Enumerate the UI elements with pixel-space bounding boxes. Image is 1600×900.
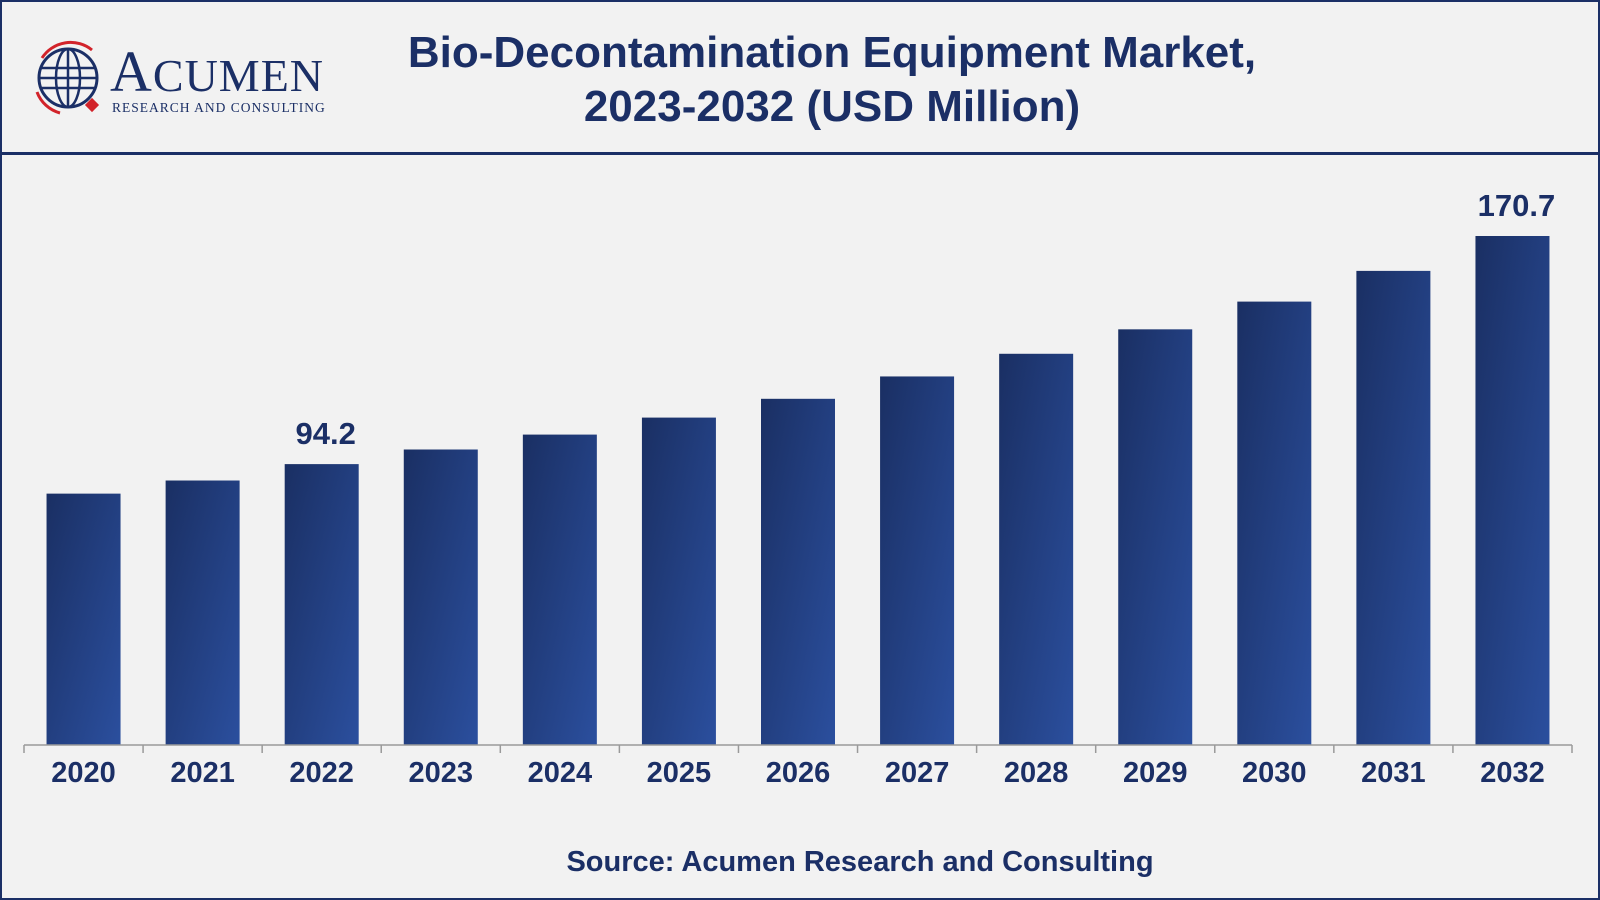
- bar-2023: [403, 449, 478, 745]
- x-tick-label-2027: 2027: [885, 757, 950, 789]
- x-tick-label-2030: 2030: [1242, 757, 1307, 789]
- bar-2029: [1118, 329, 1193, 745]
- x-tick-label-2029: 2029: [1123, 757, 1188, 789]
- bar-2031: [1356, 270, 1431, 745]
- x-tick-label-2023: 2023: [409, 757, 474, 789]
- acumen-logo: ACUMEN RESEARCH AND CONSULTING: [32, 40, 342, 120]
- bar-2028: [999, 353, 1074, 745]
- header: ACUMEN RESEARCH AND CONSULTING Bio-Decon…: [2, 2, 1598, 155]
- x-tick-label-2026: 2026: [766, 757, 831, 789]
- bar-2032: [1475, 236, 1550, 745]
- source-note: Source: Acumen Research and Consulting: [566, 846, 1154, 878]
- bar-2021: [165, 480, 240, 745]
- bar-2030: [1237, 301, 1312, 745]
- x-tick-label-2025: 2025: [647, 757, 712, 789]
- x-tick-label-2022: 2022: [289, 757, 354, 789]
- x-tick-label-2020: 2020: [51, 757, 116, 789]
- chart-title-line-1: Bio-Decontamination Equipment Market,: [407, 28, 1257, 77]
- chart-title-line-2: 2023-2032 (USD Million): [583, 82, 1081, 131]
- bar-2026: [761, 398, 835, 745]
- x-tick-label-2028: 2028: [1004, 757, 1069, 789]
- data-label-2032: 170.7: [1478, 188, 1556, 223]
- x-tick-label-2031: 2031: [1361, 757, 1426, 789]
- bar-2027: [880, 376, 955, 745]
- bar-2022: [284, 464, 359, 745]
- x-tick-label-2032: 2032: [1480, 757, 1545, 789]
- x-tick-label-2024: 2024: [528, 757, 593, 789]
- data-label-2022: 94.2: [296, 416, 356, 451]
- bar-2025: [641, 417, 716, 745]
- bar-2024: [522, 434, 597, 745]
- bar-2020: [46, 493, 121, 745]
- chart-title: Bio-Decontamination Equipment Market, 20…: [342, 26, 1322, 134]
- globe-logo-icon: [35, 40, 100, 115]
- x-tick-label-2021: 2021: [170, 757, 235, 789]
- logo-wordmark: ACUMEN: [110, 39, 325, 104]
- logo-tagline: RESEARCH AND CONSULTING: [112, 100, 326, 115]
